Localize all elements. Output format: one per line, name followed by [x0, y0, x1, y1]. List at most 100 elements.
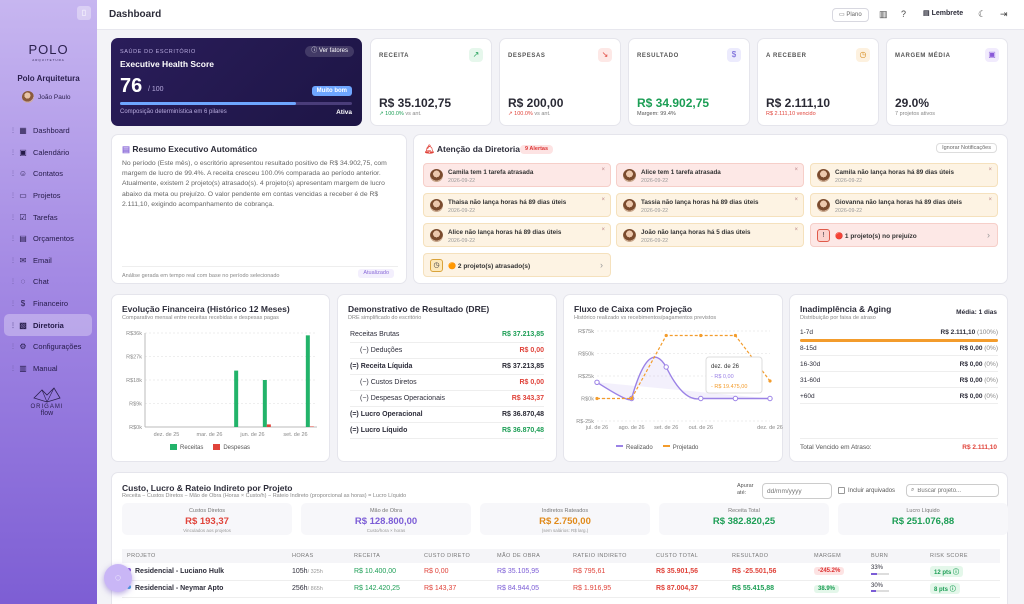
- drag-handle-icon[interactable]: ⋮: [10, 365, 16, 372]
- sidebar-item-configuracoes[interactable]: ⋮ ⚙ Configurações: [4, 336, 92, 358]
- line-projetado[interactable]: [597, 334, 771, 400]
- close-icon[interactable]: ×: [794, 197, 798, 203]
- drag-handle-icon[interactable]: ⋮: [10, 214, 16, 221]
- sidebar-item-projetos[interactable]: ⋮ ▭ Projetos: [4, 185, 92, 207]
- drag-handle-icon[interactable]: ⋮: [10, 279, 16, 286]
- alert-item[interactable]: Thaisa não lança horas há 89 dias úteis 2…: [423, 193, 611, 217]
- bar-despesas[interactable]: [309, 426, 314, 427]
- drag-handle-icon[interactable]: ⋮: [10, 257, 16, 264]
- drag-handle-icon[interactable]: ⋮: [10, 236, 16, 243]
- bar-despesas[interactable]: [266, 424, 271, 427]
- drag-handle-icon[interactable]: ⋮: [10, 149, 16, 156]
- sidebar-item-orcamentos[interactable]: ⋮ ▤ Orçamentos: [4, 228, 92, 250]
- alert-late-summary[interactable]: ◷ 🟠 2 projeto(s) atrasado(s) ›: [423, 253, 611, 277]
- column-header[interactable]: RATEIO INDIRETO: [568, 549, 651, 563]
- close-icon[interactable]: ×: [601, 227, 605, 233]
- point-projetado[interactable]: [630, 396, 634, 401]
- user-profile[interactable]: João Paulo: [22, 91, 71, 103]
- search-input[interactable]: [917, 487, 993, 494]
- bar-receitas[interactable]: [262, 380, 267, 427]
- alert-item[interactable]: Camila tem 1 tarefa atrasada 2026-09-22 ×: [423, 163, 611, 187]
- alert-item[interactable]: Tassia não lança horas há 89 dias úteis 2…: [616, 193, 804, 217]
- column-header[interactable]: CUSTO TOTAL: [651, 549, 727, 563]
- point-realizado[interactable]: [767, 395, 773, 402]
- risk-value: 12 pts: [934, 569, 952, 576]
- column-header[interactable]: MARGEM: [809, 549, 866, 563]
- column-header[interactable]: RECEITA: [349, 549, 419, 563]
- ignore-notifications-button[interactable]: Ignorar Notificações: [936, 143, 997, 153]
- column-header[interactable]: RISK SCORE: [925, 549, 1000, 563]
- table-row[interactable]: Residencial - Neymar Apto 256h/ 865h R$ 14…: [122, 580, 1000, 598]
- point-projetado[interactable]: [664, 333, 668, 338]
- close-icon[interactable]: ×: [601, 167, 605, 173]
- close-icon[interactable]: ×: [794, 167, 798, 173]
- sidebar-item-contatos[interactable]: ⋮ ☺ Contatos: [4, 163, 92, 185]
- kpi-card-resultado: RESULTADO $ R$ 34.902,75 Margem: 99.4%: [628, 38, 750, 126]
- sidebar-item-label: Projetos: [33, 191, 61, 201]
- project-name-cell[interactable]: Residencial - Neymar Apto: [122, 580, 287, 598]
- column-header[interactable]: PROJETO: [122, 549, 287, 563]
- column-header[interactable]: BURN: [866, 549, 925, 563]
- column-header[interactable]: CUSTO DIRETO: [419, 549, 492, 563]
- date-input[interactable]: [762, 483, 832, 499]
- resumo-title: ▤ Resumo Executivo Automático: [122, 144, 257, 155]
- bar-receitas[interactable]: [305, 335, 310, 427]
- sidebar-toggle-icon[interactable]: ▯: [77, 6, 91, 20]
- alert-item[interactable]: Giovanna não lança horas há 89 dias útei…: [810, 193, 998, 217]
- point-realizado[interactable]: [663, 364, 669, 370]
- search-project[interactable]: ⌕: [906, 484, 999, 497]
- drag-handle-icon[interactable]: ⋮: [10, 344, 16, 351]
- help-icon[interactable]: ?: [901, 9, 907, 19]
- close-icon[interactable]: ×: [794, 227, 798, 233]
- column-header[interactable]: MÃO DE OBRA: [492, 549, 568, 563]
- custo-cell: R$ 143,37: [419, 580, 492, 598]
- drag-handle-icon[interactable]: ⋮: [10, 128, 16, 135]
- risk-badge[interactable]: 12 pts ⓘ: [930, 565, 964, 577]
- alert-item[interactable]: Camila não lança horas há 89 dias úteis 2…: [810, 163, 998, 187]
- alert-item[interactable]: João não lança horas há 5 dias úteis 2026…: [616, 223, 804, 247]
- sidebar-item-chat[interactable]: ⋮ ◌ Chat: [4, 271, 92, 293]
- close-icon[interactable]: ×: [988, 167, 992, 173]
- sidebar-item-tarefas[interactable]: ⋮ ☑ Tarefas: [4, 206, 92, 228]
- sidebar-item-dashboard[interactable]: ⋮ ▦ Dashboard: [4, 120, 92, 142]
- sidebar-item-manual[interactable]: ⋮ ▥ Manual: [4, 358, 92, 380]
- alert-item[interactable]: Alice não lança horas há 89 dias úteis 20…: [423, 223, 611, 247]
- hours-total: / 325h: [307, 568, 323, 575]
- point-realizado[interactable]: [698, 395, 704, 402]
- sidebar-item-email[interactable]: ⋮ ✉ Email: [4, 250, 92, 272]
- chat-fab-button[interactable]: ◌: [104, 564, 132, 592]
- table-row[interactable]: Residencial - Luciano Hulk 105h/ 325h R$ 1…: [122, 563, 1000, 581]
- drag-handle-icon[interactable]: ⋮: [10, 171, 16, 178]
- column-header[interactable]: HORAS: [287, 549, 349, 563]
- moon-icon[interactable]: ☾: [978, 9, 987, 19]
- lembrete-button[interactable]: ▤ Lembrete: [923, 9, 963, 17]
- close-icon[interactable]: ×: [601, 197, 605, 203]
- dre-row-value: R$ 0,00: [519, 347, 544, 354]
- drag-handle-icon[interactable]: ⋮: [10, 193, 16, 200]
- risk-badge[interactable]: 8 pts ⓘ: [930, 583, 960, 594]
- column-header[interactable]: RESULTADO: [727, 549, 809, 563]
- drag-handle-icon[interactable]: ⋮: [10, 322, 16, 329]
- project-name-cell[interactable]: Residencial - Luciano Hulk: [122, 563, 287, 581]
- ver-fatores-button[interactable]: ⓘ Ver fatores: [305, 46, 354, 57]
- plano-button[interactable]: ▭ Plano: [832, 8, 869, 22]
- sidebar-item-diretoria[interactable]: ⋮ ▧ Diretoria: [4, 314, 92, 336]
- point-projetado[interactable]: [733, 333, 737, 338]
- sidebar-item-financeiro[interactable]: ⋮ $ Financeiro: [4, 293, 92, 315]
- aging-media: Média: 1 dias: [956, 309, 997, 316]
- archived-checkbox[interactable]: [838, 487, 845, 494]
- archived-toggle[interactable]: Incluir arquivados: [838, 487, 895, 494]
- point-projetado[interactable]: [595, 396, 599, 401]
- alert-loss-summary[interactable]: ! 🔴 1 projeto(s) no prejuízo ›: [810, 223, 998, 247]
- sidebar-item-calendario[interactable]: ⋮ ▣ Calendário: [4, 142, 92, 164]
- point-projetado[interactable]: [768, 379, 772, 383]
- close-icon[interactable]: ×: [988, 197, 992, 203]
- point-realizado[interactable]: [594, 379, 600, 385]
- drag-handle-icon[interactable]: ⋮: [10, 301, 16, 308]
- point-realizado[interactable]: [732, 395, 739, 402]
- alert-item[interactable]: Alice tem 1 tarefa atrasada 2026-09-22 ×: [616, 163, 804, 187]
- point-projetado[interactable]: [699, 333, 703, 338]
- bar-receitas[interactable]: [234, 370, 239, 427]
- manual-book-icon[interactable]: ▥: [879, 9, 888, 19]
- logout-icon[interactable]: ⇥: [1000, 9, 1008, 19]
